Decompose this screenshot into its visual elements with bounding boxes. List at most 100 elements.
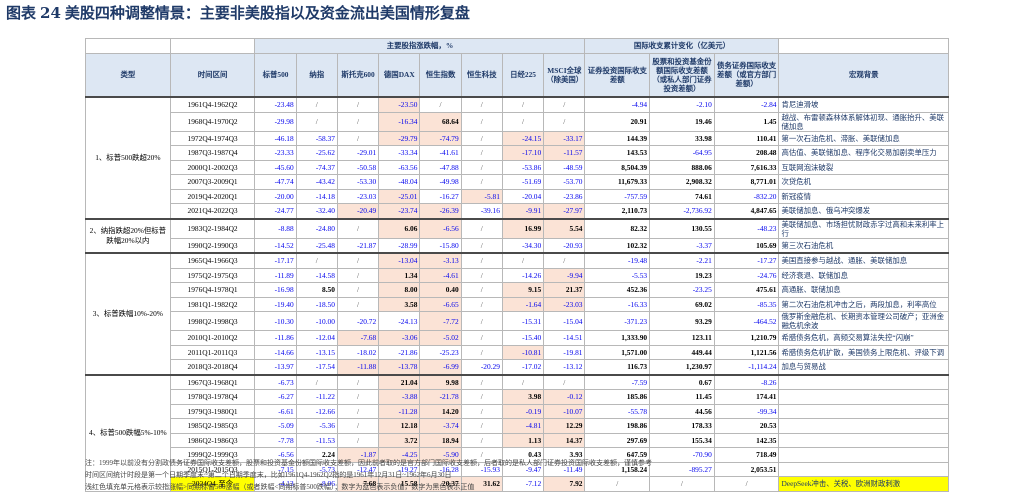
- table-row: 2010Q1-2010Q2 -11.86 -12.04 -7.68 -3.06 -5.02…: [86, 330, 949, 346]
- value-cell: 1.34: [378, 267, 421, 283]
- value-cell: -9.94: [543, 267, 586, 283]
- value-cell: -464.52: [713, 311, 780, 331]
- value-cell: -17.02: [501, 359, 545, 375]
- title-prefix: 图表: [6, 4, 37, 22]
- period-cell: 2024Q4-至今: [169, 476, 256, 492]
- value-cell: /: [460, 296, 503, 312]
- value-cell: 452.36: [584, 282, 651, 298]
- background-cell: 俄罗斯金融危机、长期资本管理公司破产；亚洲金融危机余波: [778, 311, 949, 331]
- background-cell: 第三次石油危机: [778, 237, 949, 254]
- value-cell: -5.90: [419, 447, 462, 463]
- note-line: 浅红色填充单元格表示较指涨幅>同期标普500涨幅（或者跌幅<同期标普500跌幅）…: [85, 483, 475, 491]
- header-spacer: [778, 38, 949, 54]
- table-row: 1976Q4-1978Q1 -16.98 8.50/8.00 0.40/9.15 21.…: [86, 282, 949, 298]
- value-cell: 3.58: [378, 296, 421, 312]
- value-cell: /: [460, 96, 503, 113]
- title-number: 24: [40, 4, 61, 22]
- value-cell: 12.18: [378, 418, 421, 434]
- value-cell: -5.81: [460, 188, 503, 204]
- value-cell: 18.94: [419, 432, 462, 448]
- background-cell: 加息与贸易战: [778, 359, 949, 375]
- value-cell: /: [501, 373, 545, 390]
- scenario-type-cell: 2、纳指跌超20%但标普跌幅20%以内: [85, 217, 171, 254]
- value-cell: 14.37: [543, 432, 586, 448]
- table-row: 2、纳指跌超20%但标普跌幅20%以内 1983Q2-1984Q2 -8.88 -24…: [85, 217, 949, 254]
- table-row: 1、标普500跌超20% 1961Q4-1962Q2 -23.48// -23.50/…: [85, 96, 949, 219]
- background-cell: 肯尼迪滑坡: [778, 96, 949, 113]
- table-row: 1981Q1-1982Q2 -19.40 -18.50/3.58 -6.65/-1.6…: [86, 296, 949, 312]
- value-cell: -24.76: [713, 267, 780, 283]
- value-cell: -27.97: [543, 203, 586, 219]
- table-row: 4、标普500跌幅5%-10% 1967Q3-1968Q1 -6.73//21.04…: [85, 373, 949, 492]
- value-cell: -6.56: [419, 217, 462, 239]
- value-cell: /: [460, 159, 503, 175]
- value-cell: -5.36: [295, 418, 338, 434]
- col-header-period: 时间区间: [169, 52, 256, 98]
- value-cell: -13.04: [378, 252, 421, 269]
- period-cell: 2000Q1-2002Q3: [169, 159, 256, 175]
- value-cell: -23.03: [543, 296, 586, 312]
- value-cell: 82.32: [584, 217, 651, 239]
- note-line: 时间区间统计时段是第一个日期季度末~第二个日期季度末，比如1961Q4-1962…: [85, 471, 452, 479]
- value-cell: -11.89: [254, 267, 297, 283]
- value-cell: 7,616.33: [713, 159, 780, 175]
- value-cell: -11.22: [295, 389, 338, 405]
- value-cell: 174.41: [713, 389, 780, 405]
- period-cell: 2007Q3-2009Q1: [169, 174, 256, 190]
- value-cell: -7.78: [254, 432, 297, 448]
- value-cell: 142.35: [713, 432, 780, 448]
- value-cell: /: [543, 373, 586, 390]
- value-cell: -10.81: [501, 344, 545, 360]
- period-cell: 1981Q1-1982Q2: [169, 296, 256, 312]
- table-row: 1990Q2-1990Q3 -14.52 -25.48 -21.87 -28.99 -15…: [86, 237, 949, 254]
- table-row: 2019Q4-2020Q1 -20.00 -14.18 -23.03 -25.01 -16…: [86, 188, 949, 204]
- period-cell: 1968Q4-1970Q2: [169, 111, 256, 132]
- background-cell: [778, 389, 949, 405]
- value-cell: /: [460, 432, 503, 448]
- value-cell: -85.35: [713, 296, 780, 312]
- value-cell: -74.79: [419, 130, 462, 146]
- period-cell: 2010Q1-2010Q2: [169, 330, 256, 346]
- value-cell: 4,847.65: [713, 203, 780, 219]
- value-cell: 1,230.97: [649, 359, 715, 375]
- background-cell: DeepSeek冲击、关税、欧洲财政刺激: [778, 476, 949, 492]
- value-cell: 7.92: [543, 476, 586, 492]
- value-cell: -20.00: [254, 188, 297, 204]
- table-row: 2000Q1-2002Q3 -45.60 -74.37 -50.58 -63.56 -47…: [86, 159, 949, 175]
- value-cell: /: [295, 373, 338, 390]
- period-cell: 2018Q3-2018Q4: [169, 359, 256, 375]
- value-cell: -14.52: [254, 237, 297, 254]
- col-header-stoxx600: 斯托克600: [336, 52, 380, 98]
- table-row: 1986Q2-1986Q3 -7.78 -11.53/3.72 18.94/1.13 1…: [86, 432, 949, 448]
- value-cell: 116.73: [584, 359, 651, 375]
- value-cell: /: [543, 252, 586, 269]
- value-cell: -24.80: [295, 217, 338, 239]
- value-cell: -13.78: [378, 359, 421, 375]
- value-cell: -13.97: [254, 359, 297, 375]
- value-cell: -13.15: [295, 344, 338, 360]
- period-cell: 1983Q2-1984Q2: [169, 217, 256, 239]
- value-cell: -53.70: [543, 174, 586, 190]
- table-row: 1978Q3-1978Q4 -6.27 -11.22/-3.88 -21.78/3.9…: [86, 389, 949, 405]
- value-cell: /: [460, 267, 503, 283]
- value-cell: -1,114.24: [713, 359, 780, 375]
- value-cell: /: [460, 373, 503, 390]
- value-cell: -17.27: [713, 252, 780, 269]
- period-cell: 1967Q3-1968Q1: [169, 373, 256, 390]
- col-header-hsi: 恒生指数: [419, 52, 462, 98]
- value-cell: -53.86: [501, 159, 545, 175]
- value-cell: /: [336, 111, 380, 132]
- value-cell: -11.53: [295, 432, 338, 448]
- value-cell: -32.40: [295, 203, 338, 219]
- value-cell: /: [295, 252, 338, 269]
- value-cell: -24.15: [501, 130, 545, 146]
- period-cell: 1990Q2-1990Q3: [169, 237, 256, 254]
- value-cell: 69.02: [649, 296, 715, 312]
- page-title: 图表 24 美股四种调整情景：主要非美股指以及资金流出美国情形复盘: [0, 0, 1024, 26]
- value-cell: -24.13: [378, 311, 421, 331]
- value-cell: -33.17: [543, 130, 586, 146]
- value-cell: -45.60: [254, 159, 297, 175]
- col-header-debt: 债务证券国际收支差额（或官方部门差额）: [713, 52, 780, 98]
- value-cell: -29.79: [378, 130, 421, 146]
- value-cell: 21.37: [543, 282, 586, 298]
